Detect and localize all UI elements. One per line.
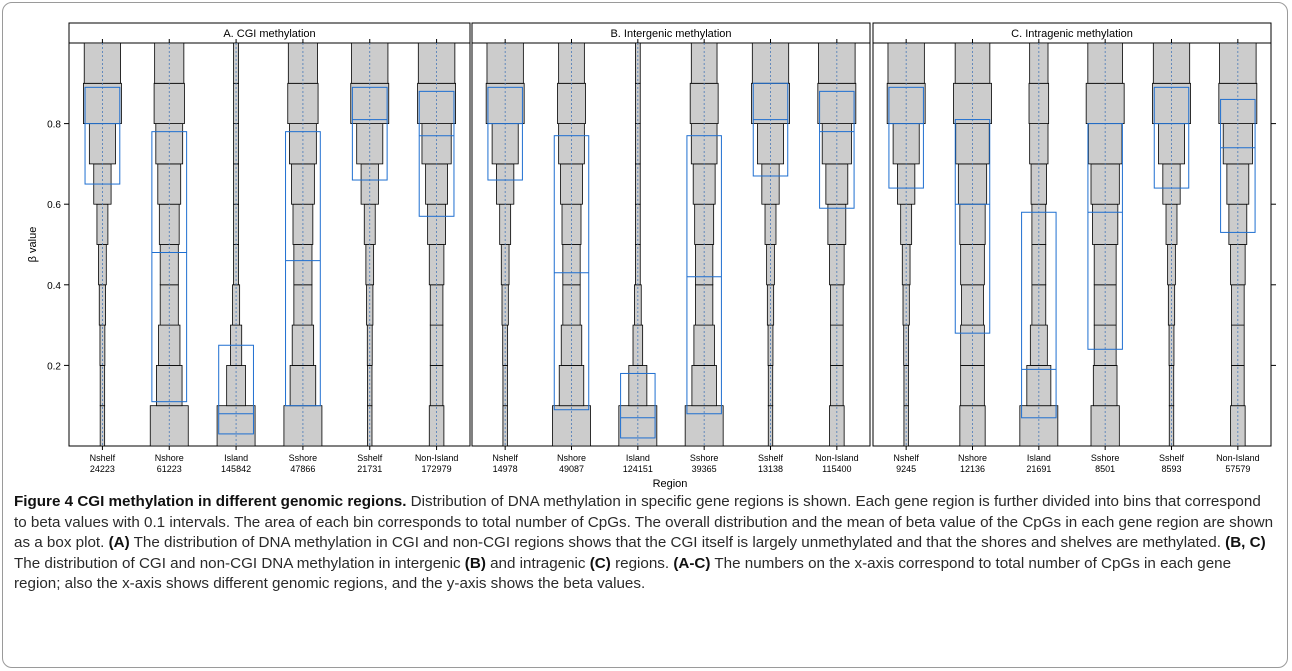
x-count-label: 21691 bbox=[1026, 464, 1051, 474]
box-iqr bbox=[151, 131, 188, 403]
x-tick-label: Non-Island bbox=[1216, 453, 1260, 463]
y-tick-label: 0.8 bbox=[47, 120, 61, 131]
caption-label: Figure 4 bbox=[14, 493, 74, 510]
box-iqr bbox=[1087, 123, 1123, 350]
x-count-label: 14978 bbox=[493, 464, 518, 474]
x-tick-label: Non-Island bbox=[415, 453, 459, 463]
panel-a bbox=[64, 22, 471, 450]
caption-text-5: regions. bbox=[610, 554, 674, 572]
box-iqr bbox=[487, 86, 523, 181]
x-count-label: 13138 bbox=[758, 464, 783, 474]
figure-chart: A. CGI methylation0.20.40.60.8Nshelf2422… bbox=[27, 22, 1276, 490]
x-tick-label: Nshelf bbox=[90, 453, 116, 463]
y-axis-label: β value bbox=[27, 227, 39, 263]
x-count-label: 8501 bbox=[1095, 464, 1115, 474]
caption-ref-a: (A) bbox=[108, 534, 130, 551]
caption-text-6: The numbers on the x-axis correspond to … bbox=[14, 554, 1232, 593]
x-axis-label: Region bbox=[653, 478, 688, 490]
caption-text-2: The distribution of DNA methylation in C… bbox=[129, 534, 1226, 551]
panel-title: C. Intragenic methylation bbox=[1011, 28, 1133, 40]
y-tick-label: 0.6 bbox=[47, 200, 61, 211]
panel-frame bbox=[471, 42, 871, 447]
caption-ref-bc: (B, C) bbox=[1225, 534, 1266, 551]
x-tick-label: Sshore bbox=[690, 453, 719, 463]
caption-text-4: and intragenic bbox=[485, 554, 590, 572]
box-iqr bbox=[218, 344, 254, 435]
caption-ref-ac: (A-C) bbox=[673, 554, 711, 572]
box-iqr bbox=[1021, 211, 1057, 419]
panel-c bbox=[872, 22, 1276, 450]
box-iqr bbox=[351, 86, 388, 181]
box-iqr bbox=[686, 135, 722, 415]
caption-ref-b: (B) bbox=[464, 554, 486, 572]
x-count-label: 47866 bbox=[290, 464, 315, 474]
box-iqr bbox=[819, 90, 855, 209]
y-tick-label: 0.2 bbox=[47, 361, 61, 372]
x-tick-label: Non-Island bbox=[815, 453, 859, 463]
x-tick-label: Sshelf bbox=[1159, 453, 1185, 463]
x-tick-label: Nshore bbox=[557, 453, 586, 463]
caption-text-1: Distribution of DNA methylation in speci… bbox=[14, 493, 1274, 551]
x-count-label: 21731 bbox=[357, 464, 382, 474]
caption-text-3: The distribution of CGI and non-CGI DNA … bbox=[14, 554, 465, 572]
box-iqr bbox=[1220, 98, 1256, 233]
x-tick-label: Nshelf bbox=[893, 453, 919, 463]
panel-frame bbox=[872, 42, 1272, 447]
x-count-label: 39365 bbox=[692, 464, 717, 474]
x-count-label: 145842 bbox=[221, 464, 251, 474]
panel-title: B. Intergenic methylation bbox=[610, 28, 731, 40]
box-iqr bbox=[1153, 86, 1190, 189]
x-tick-label: Island bbox=[1027, 453, 1051, 463]
x-count-label: 49087 bbox=[559, 464, 584, 474]
panel-title: A. CGI methylation bbox=[223, 28, 315, 40]
x-count-label: 115400 bbox=[822, 464, 851, 474]
x-count-label: 61223 bbox=[157, 464, 182, 474]
y-tick-label: 0.4 bbox=[47, 281, 61, 292]
box-iqr bbox=[285, 131, 321, 407]
x-tick-label: Sshelf bbox=[758, 453, 784, 463]
box-iqr bbox=[752, 82, 789, 177]
box-iqr bbox=[84, 86, 121, 185]
figure-caption: Figure 4 CGI methylation in different ge… bbox=[14, 492, 1276, 595]
x-count-label: 8593 bbox=[1161, 464, 1181, 474]
box-iqr bbox=[620, 372, 656, 439]
caption-title: CGI methylation in different genomic reg… bbox=[77, 493, 407, 510]
x-count-label: 24223 bbox=[90, 464, 115, 474]
panel-b bbox=[471, 22, 871, 450]
panel-frame bbox=[68, 42, 471, 447]
x-tick-label: Nshore bbox=[155, 453, 184, 463]
x-count-label: 57579 bbox=[1225, 464, 1250, 474]
density-bin bbox=[691, 364, 717, 407]
box-iqr bbox=[888, 86, 924, 189]
x-tick-label: Island bbox=[224, 453, 248, 463]
x-count-label: 12136 bbox=[960, 464, 985, 474]
box-iqr bbox=[954, 119, 991, 334]
box-iqr bbox=[418, 90, 455, 217]
x-tick-label: Sshore bbox=[1091, 453, 1120, 463]
x-tick-label: Sshore bbox=[289, 453, 318, 463]
x-count-label: 124151 bbox=[623, 464, 653, 474]
caption-ref-c: (C) bbox=[589, 554, 611, 572]
x-tick-label: Nshelf bbox=[492, 453, 518, 463]
x-count-label: 172979 bbox=[422, 464, 452, 474]
x-tick-label: Island bbox=[626, 453, 650, 463]
x-tick-label: Nshore bbox=[958, 453, 987, 463]
x-tick-label: Sshelf bbox=[357, 453, 383, 463]
x-count-label: 9245 bbox=[896, 464, 916, 474]
